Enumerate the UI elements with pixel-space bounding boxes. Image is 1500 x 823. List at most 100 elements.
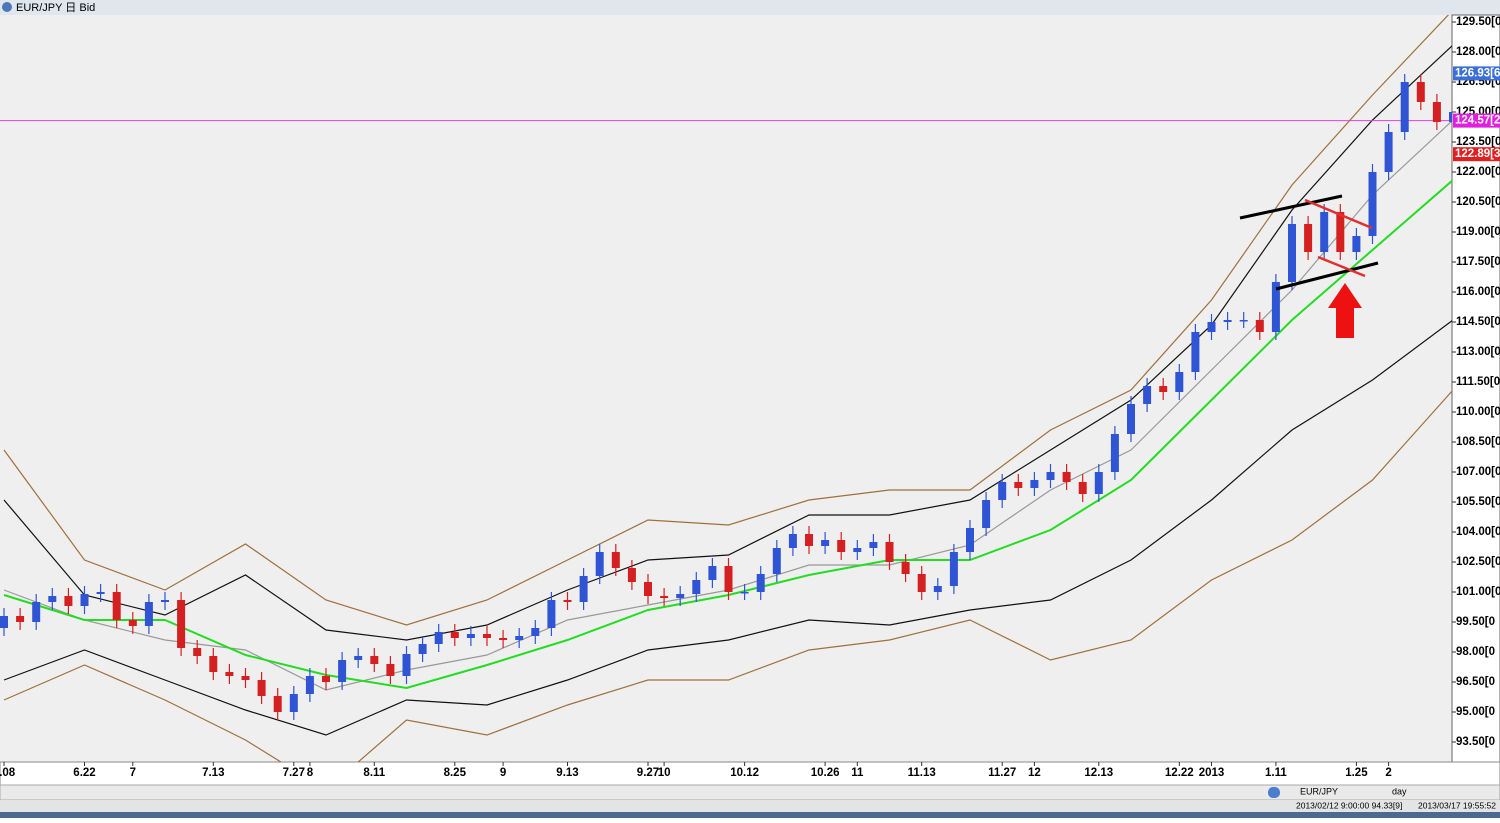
candle-body	[177, 600, 186, 648]
y-tick-label: 98.00[0	[1456, 646, 1495, 658]
candle-body	[1304, 224, 1313, 252]
candle-body	[338, 660, 347, 682]
y-tick-label: 111.50[0	[1456, 376, 1500, 388]
candle-body	[225, 672, 234, 676]
candle-body	[354, 656, 363, 660]
candle-body	[386, 664, 395, 676]
period-select[interactable]: day	[1392, 786, 1407, 796]
candle-body	[370, 656, 379, 664]
candle-body	[241, 676, 250, 680]
price-marker-label: 122.89[3	[1455, 148, 1500, 160]
x-tick-label: 2	[1385, 767, 1391, 779]
candle-body	[756, 574, 765, 592]
candle-body	[837, 540, 846, 552]
y-axis: 129.50[0128.00[0126.50[0125.00[0123.50[0…	[1452, 16, 1500, 748]
app-icon	[2, 2, 12, 12]
clock: 2013/03/17 19:55:52	[1418, 800, 1496, 810]
candle-body	[1191, 332, 1200, 372]
candle-body	[1255, 320, 1264, 332]
candle-body	[724, 566, 733, 592]
candle-body	[998, 482, 1007, 500]
candle-body	[1288, 224, 1296, 282]
indicator-line	[3, 15, 1450, 626]
candle-body	[966, 528, 974, 552]
x-tick-label: 7.13	[202, 767, 224, 779]
candle-body	[128, 620, 137, 626]
y-tick-label: 99.50[0	[1456, 616, 1495, 628]
y-tick-label: 104.00[0	[1456, 526, 1500, 538]
candle-body	[257, 680, 266, 696]
candle-body	[96, 592, 105, 594]
candle-body	[644, 582, 652, 596]
x-tick-label: 1.25	[1345, 767, 1368, 779]
candle-body	[1384, 132, 1393, 172]
candle-body	[788, 534, 797, 548]
candle-body	[1368, 172, 1377, 236]
y-tick-label: 116.00[0	[1456, 286, 1500, 298]
price-marker-label: 126.93[6	[1455, 67, 1500, 79]
candle-body	[161, 600, 169, 602]
y-tick-label: 113.00[0	[1456, 346, 1500, 358]
x-tick-label: 2013	[1199, 767, 1225, 779]
x-tick-label: 6.22	[73, 767, 95, 779]
candle-body	[1175, 372, 1184, 392]
y-tick-label: 101.00[0	[1456, 586, 1500, 598]
candle-body	[1110, 434, 1119, 472]
x-tick-label: 8.11	[363, 767, 385, 779]
y-tick-label: 123.50[0	[1456, 136, 1500, 148]
candle-body	[418, 644, 427, 654]
candle-body	[676, 594, 685, 598]
candle-body	[982, 500, 991, 528]
candle-body	[1239, 320, 1248, 322]
candle-body	[1207, 322, 1216, 332]
candle-body	[1223, 320, 1232, 322]
indicator-line	[3, 319, 1452, 736]
x-tick-label: 9	[500, 767, 506, 779]
trend-line	[1275, 261, 1379, 291]
trend-line	[1239, 194, 1343, 220]
candle-body	[853, 548, 862, 552]
candle-body	[1336, 212, 1345, 252]
x-tick-label: 12.22	[1165, 767, 1194, 779]
candle-body	[1320, 212, 1329, 252]
candle-body	[289, 694, 298, 712]
y-tick-label: 95.00[0	[1456, 706, 1495, 718]
candle-body	[1159, 386, 1168, 392]
y-tick-label: 108.50[0	[1456, 436, 1500, 448]
window-title: EUR/JPY 日 Bid	[16, 2, 95, 14]
candle-body	[1094, 472, 1103, 494]
candle-body	[499, 638, 508, 640]
x-tick-label: 10.26	[811, 767, 840, 779]
candle-body	[1432, 102, 1441, 122]
y-tick-label: 129.50[0	[1456, 16, 1500, 28]
candle-body	[1062, 472, 1071, 482]
y-tick-label: 117.50[0	[1456, 256, 1500, 268]
cursor-info: 2013/02/12 9:00:00 94.33[9]	[1296, 800, 1402, 810]
candle-body	[627, 568, 636, 582]
x-tick-label: 8.25	[444, 767, 467, 779]
flag-line	[1304, 198, 1373, 230]
candle-body	[563, 600, 572, 602]
candle-body	[933, 586, 942, 592]
candle-body	[16, 616, 25, 622]
candle-body	[595, 552, 604, 576]
symbol-select[interactable]: EUR/JPY	[1300, 786, 1338, 796]
x-tick-label: 12	[1028, 767, 1041, 779]
candle-body	[434, 632, 443, 644]
x-tick-label: 11	[851, 767, 864, 779]
scroll-thumb[interactable]	[1268, 787, 1280, 798]
candle-body	[144, 602, 153, 626]
y-tick-label: 107.00[0	[1456, 466, 1500, 478]
plot	[0, 15, 1452, 762]
candle-body	[1078, 482, 1087, 494]
candle-body	[450, 632, 459, 638]
candle-body	[193, 648, 202, 656]
y-tick-label: 114.50[0	[1456, 316, 1500, 328]
candle-body	[483, 634, 491, 638]
annotations	[1239, 194, 1379, 338]
candle-body	[402, 654, 411, 676]
candle-body	[1046, 472, 1055, 480]
y-tick-label: 102.50[0	[1456, 556, 1500, 568]
